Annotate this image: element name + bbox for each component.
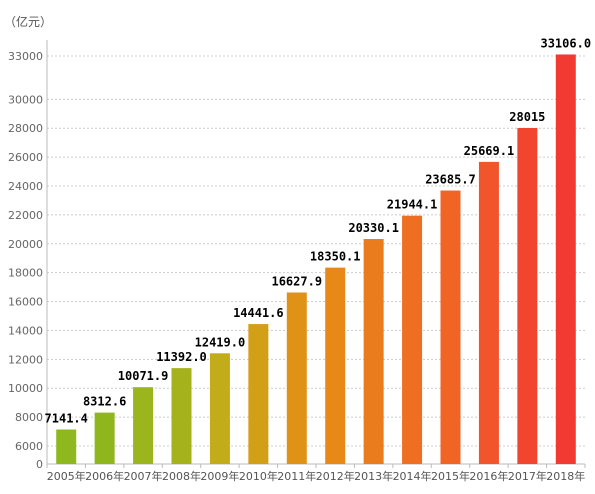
x-tick-label: 2007年 [124, 469, 163, 483]
data-label: 7141.4 [45, 412, 88, 426]
data-label: 20330.1 [348, 221, 399, 235]
bar [171, 368, 192, 464]
bar [363, 239, 384, 464]
x-tick-label: 2006年 [85, 469, 124, 483]
data-label: 8312.6 [83, 395, 126, 409]
y-tick-label: 24000 [8, 180, 43, 193]
data-label: 25669.1 [464, 144, 515, 158]
bar [402, 215, 423, 464]
y-tick-label: 18000 [8, 267, 43, 280]
y-tick-label: 10000 [8, 382, 43, 395]
bar [94, 412, 115, 464]
data-label: 23685.7 [425, 173, 476, 187]
bar [325, 267, 346, 464]
bar [286, 292, 307, 464]
data-label: 33106.0 [540, 36, 591, 50]
data-label: 14441.6 [233, 306, 284, 320]
x-tick-label: 2017年 [508, 469, 547, 483]
y-tick-label: 6000 [15, 440, 43, 453]
data-label: 18350.1 [310, 250, 361, 264]
x-tick-label: 2010年 [239, 469, 278, 483]
y-tick-label: 12000 [8, 353, 43, 366]
data-label: 10071.9 [118, 369, 169, 383]
bar [478, 161, 499, 464]
bar [555, 54, 576, 465]
y-tick-label: 33000 [8, 50, 43, 63]
y-axis-unit-label: （亿元） [4, 14, 52, 29]
x-tick-label: 2008年 [162, 469, 201, 483]
y-tick-label: 22000 [8, 209, 43, 222]
y-tick-label: 0 [36, 458, 43, 471]
x-tick-label: 2011年 [277, 469, 316, 483]
grid-layer [47, 55, 585, 447]
bar [517, 128, 538, 464]
x-tick-label: 2012年 [316, 469, 355, 483]
x-tick-label: 2016年 [469, 469, 508, 483]
bar [56, 429, 77, 464]
data-label: 28015 [509, 110, 545, 124]
x-tick-label: 2015年 [431, 469, 470, 483]
x-tick-label: 2014年 [393, 469, 432, 483]
bar [440, 190, 461, 464]
x-tick-label: 2018年 [546, 469, 585, 483]
y-tick-label: 14000 [8, 324, 43, 337]
bar [133, 387, 154, 464]
data-label: 16627.9 [271, 274, 322, 288]
y-tick-label: 30000 [8, 93, 43, 106]
y-tick-label: 8000 [15, 411, 43, 424]
data-label: 21944.1 [387, 198, 438, 212]
y-tick-label: 16000 [8, 296, 43, 309]
bar [248, 324, 269, 464]
data-label: 11392.0 [156, 350, 207, 364]
x-tick-label: 2013年 [354, 469, 393, 483]
bar [209, 353, 230, 464]
y-tick-label: 20000 [8, 238, 43, 251]
y-tick-label: 28000 [8, 122, 43, 135]
y-tick-label: 26000 [8, 151, 43, 164]
data-label: 12419.0 [195, 335, 246, 349]
bar-layer [56, 54, 576, 465]
x-tick-label: 2005年 [47, 469, 86, 483]
x-tick-label: 2009年 [200, 469, 239, 483]
